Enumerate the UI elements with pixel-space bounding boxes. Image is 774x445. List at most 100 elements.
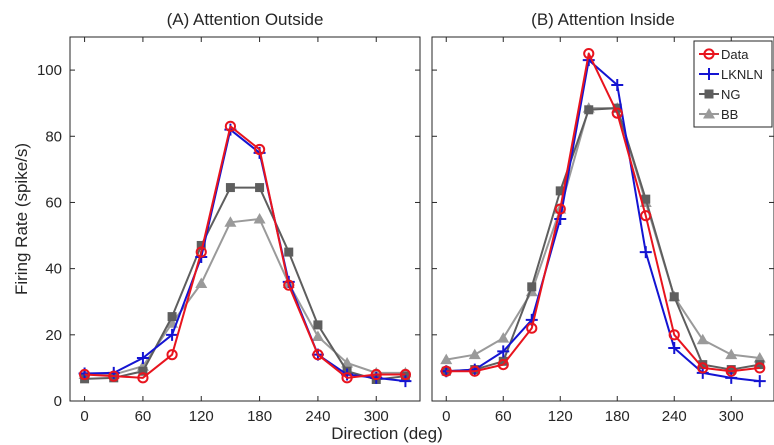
point-data [526,322,538,334]
y-tick-label: 80 [45,128,62,145]
point-data [668,329,680,341]
legend-label: LKNLN [721,67,763,82]
legend-label: BB [721,107,738,122]
point-data [78,368,91,381]
legend-marker [703,108,715,119]
point-data [611,107,623,119]
panel-b: (B) Attention Inside 0 60 120 180 240 300 Data… [431,10,774,425]
legend-item: BB [699,107,738,122]
point-ng [755,360,765,370]
x-tick-label: 120 [189,408,214,425]
y-axis-label: Firing Rate (spike/s) [12,143,31,295]
point-ng [669,292,679,302]
point-data [137,372,149,384]
point-bb [311,330,324,341]
point-lknln [668,342,681,355]
x-tick-label: 60 [135,408,152,425]
legend-item: Data [699,47,749,62]
point-bb [195,277,208,289]
point-bb [725,348,738,360]
plot-frame [431,36,774,402]
point-data [754,362,766,374]
point-data [697,362,709,374]
x-tick-label: 180 [605,408,630,425]
legend: Data LKNLN NG BB [693,40,773,128]
point-bb [253,213,266,224]
point-ng [196,240,206,250]
point-ng [555,186,565,196]
y-tick-label: 40 [45,261,62,278]
series-line-bb [446,107,760,361]
point-lknln [611,78,624,91]
point-data [583,47,595,60]
point-data [469,365,481,377]
point-ng [584,105,594,115]
point-lknln [639,246,652,259]
point-data [283,279,295,291]
point-data [224,120,237,132]
x-tick-label: 240 [305,408,330,425]
point-lknln [166,328,179,341]
series-line-lknln [84,128,406,383]
point-bb [224,216,237,227]
point-lknln [753,375,766,388]
panel-b-title: (B) Attention Inside [531,10,675,29]
legend-label: NG [721,87,741,102]
legend-item: LKNLN [699,67,763,82]
legend-label: Data [721,47,749,62]
point-ng [726,365,736,375]
x-tick-label: 240 [662,408,687,425]
point-bb [440,353,453,365]
point-lknln [136,351,149,364]
point-data [554,203,566,215]
point-lknln [725,371,738,384]
point-ng [167,312,177,322]
point-data [166,349,178,361]
point-data [195,246,207,258]
point-data [370,368,382,381]
point-data [640,210,652,222]
point-ng [255,183,265,193]
x-tick-label: 300 [719,408,744,425]
point-bb [468,348,481,360]
series-line-ng [446,107,760,373]
point-ng [225,183,235,193]
x-tick-label: 120 [548,408,573,425]
point-data [253,143,266,156]
point-ng [498,356,508,366]
legend-marker [704,89,714,99]
point-bb [497,332,510,343]
y-tick-label: 0 [54,393,62,410]
point-bb [753,351,766,363]
point-bb [696,333,709,345]
series-line-data [84,125,406,379]
legend-item: NG [699,87,741,102]
point-lknln [554,213,567,225]
point-lknln [399,375,412,388]
plot-area [78,120,412,388]
x-tick-label: 60 [495,408,512,425]
point-lknln [497,345,510,358]
point-ng [313,320,323,330]
series-line-ng [84,186,406,381]
point-ng [284,247,294,257]
plot-frame [69,36,421,402]
point-ng [698,360,708,370]
legend-marker [703,48,715,60]
panel-a: (A) Attention Outside 0 60 120 180 240 300 0 20… [37,10,421,425]
point-data [341,372,353,384]
x-tick-label: 300 [364,408,389,425]
point-data [725,365,737,377]
point-data [497,359,509,371]
x-tick-label: 180 [247,408,272,425]
point-data [108,370,120,382]
legend-marker [703,68,715,80]
point-ng [527,282,537,292]
series-line-bb [84,218,406,376]
point-data [312,349,324,361]
point-ng [641,194,651,204]
x-tick-label: 0 [80,408,88,425]
x-axis-label: Direction (deg) [331,424,443,443]
y-tick-label: 20 [45,327,62,344]
